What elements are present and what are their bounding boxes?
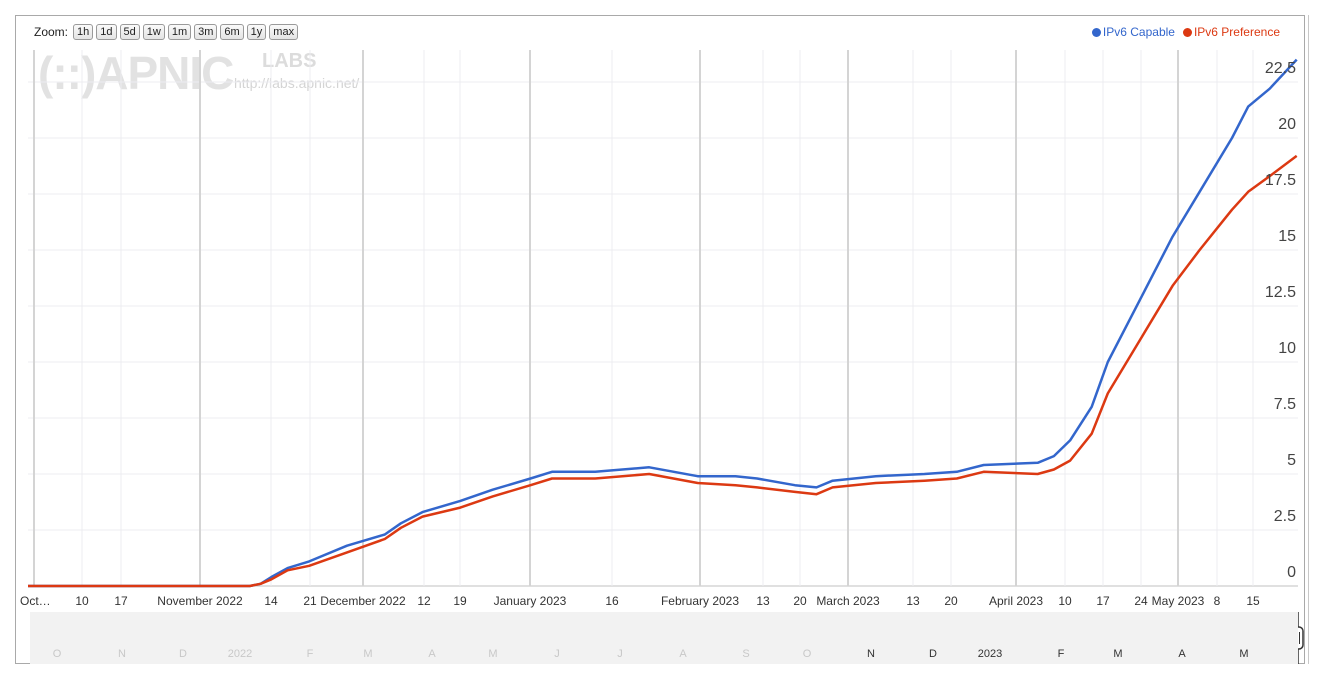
navigator-label: M (488, 648, 498, 660)
x-axis-label: 17 (1096, 594, 1110, 608)
zoom-1h-button[interactable]: 1h (73, 24, 94, 40)
zoom-toolbar: Zoom: 1h 1d 5d 1w 1m 3m 6m 1y max (34, 24, 299, 40)
navigator-label: M (1113, 648, 1123, 660)
x-axis-label: 20 (793, 594, 807, 608)
navigator-label: N (118, 648, 126, 660)
zoom-5d-button[interactable]: 5d (119, 24, 140, 40)
x-axis-label: February 2023 (660, 594, 740, 608)
navigator-label: O (52, 648, 62, 660)
y-axis-label: 7.5 (1273, 396, 1296, 413)
x-axis-label: 16 (605, 594, 619, 608)
navigator-label: N (867, 648, 875, 660)
y-axis-label: 15 (1278, 228, 1296, 245)
y-axis-label: 20 (1278, 116, 1296, 133)
x-axis-label: 12 (417, 594, 431, 608)
x-axis-label: 20 (944, 594, 958, 608)
zoom-label: Zoom: (34, 25, 69, 39)
y-axis-label: 12.5 (1264, 284, 1296, 301)
x-axis-label: 10 (75, 594, 89, 608)
zoom-1y-button[interactable]: 1y (246, 24, 267, 40)
navigator-label: 2023 (977, 648, 1003, 660)
zoom-1w-button[interactable]: 1w (142, 24, 165, 40)
chart-frame-edge (1308, 15, 1309, 664)
navigator-label: A (428, 648, 436, 660)
chart-legend: IPv6 Capable IPv6 Preference (1091, 25, 1280, 39)
y-axis-label: 22.5 (1264, 60, 1296, 77)
range-navigator[interactable] (30, 612, 1298, 664)
y-axis-label: 5 (1287, 452, 1296, 469)
legend-label: IPv6 Capable (1102, 25, 1175, 39)
legend-dot-icon (1182, 27, 1192, 37)
navigator-label: A (679, 648, 687, 660)
legend-item-ipv6-preference[interactable]: IPv6 Preference (1182, 25, 1280, 39)
series-line (28, 58, 1298, 588)
x-axis-label: Oct… (20, 594, 51, 608)
navigator-label: M (363, 648, 373, 660)
y-axis-label: 10 (1278, 340, 1296, 357)
x-axis-label: March 2023 (816, 594, 880, 608)
navigator-label: J (554, 648, 560, 660)
navigator-label: F (306, 648, 314, 660)
chart-frame (15, 15, 1305, 664)
x-axis-label: May 2023 (1151, 594, 1205, 608)
series-line (28, 154, 1298, 588)
navigator-label: D (179, 648, 187, 660)
y-axis-label: 0 (1287, 564, 1296, 581)
zoom-3m-button[interactable]: 3m (194, 24, 218, 40)
x-axis-label: 17 (114, 594, 128, 608)
zoom-6m-button[interactable]: 6m (220, 24, 244, 40)
zoom-1d-button[interactable]: 1d (96, 24, 117, 40)
navigator-label: F (1057, 648, 1065, 660)
navigator-label: A (1178, 648, 1186, 660)
x-axis-label: April 2023 (988, 594, 1044, 608)
navigator-label: O (802, 648, 812, 660)
x-axis-label: 24 (1134, 594, 1148, 608)
x-axis-label: 14 (264, 594, 278, 608)
navigator-label: S (742, 648, 750, 660)
x-axis-label: 13 (906, 594, 920, 608)
y-axis-label: 17.5 (1264, 172, 1296, 189)
navigator-label: M (1239, 648, 1249, 660)
zoom-max-button[interactable]: max (269, 24, 299, 40)
x-axis-label: January 2023 (493, 594, 567, 608)
y-axis-label: 2.5 (1273, 508, 1296, 525)
navigator-label: 2022 (227, 648, 253, 660)
x-axis-label: November 2022 (157, 594, 243, 608)
x-axis-label: 13 (756, 594, 770, 608)
navigator-label: J (617, 648, 623, 660)
legend-item-ipv6-capable[interactable]: IPv6 Capable (1091, 25, 1175, 39)
x-axis-label: December 2022 (320, 594, 406, 608)
zoom-1m-button[interactable]: 1m (167, 24, 192, 40)
x-axis-label: 10 (1058, 594, 1072, 608)
x-axis-label: 19 (453, 594, 467, 608)
legend-label: IPv6 Preference (1193, 25, 1280, 39)
navigator-label: D (929, 648, 937, 660)
x-axis-label: 21 (303, 594, 317, 608)
x-axis-label: 8 (1213, 594, 1221, 608)
legend-dot-icon (1091, 27, 1101, 37)
x-axis-label: 15 (1246, 594, 1260, 608)
